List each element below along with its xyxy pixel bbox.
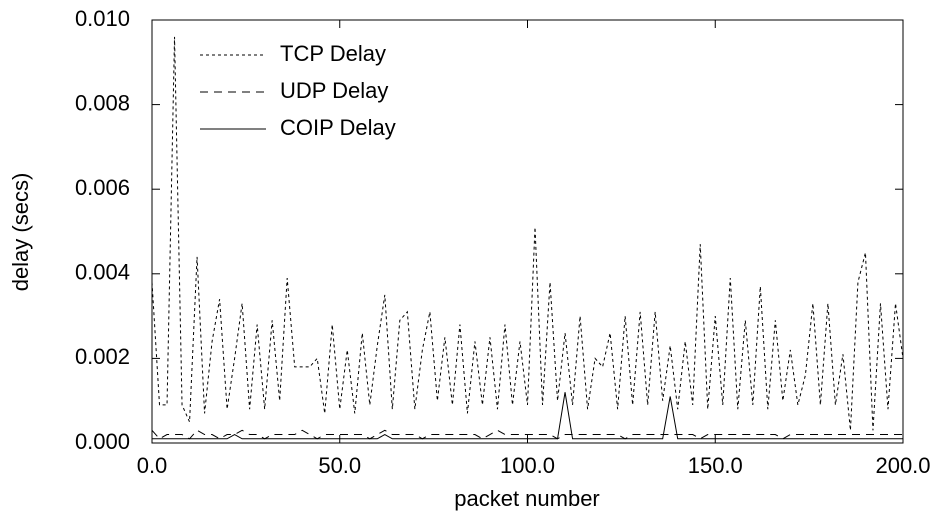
y-tick-label: 0.010 [75,6,130,31]
y-tick-label: 0.008 [75,90,130,115]
x-axis-label: packet number [454,486,600,511]
x-tick-label: 100.0 [500,453,555,478]
x-tick-label: 150.0 [688,453,743,478]
x-tick-label: 50.0 [318,453,361,478]
legend-label: TCP Delay [280,41,386,66]
y-tick-label: 0.002 [75,344,130,369]
x-tick-label: 200.0 [875,453,930,478]
plot-frame [151,19,904,444]
y-tick-label: 0.006 [75,175,130,200]
legend-label: COIP Delay [280,115,396,140]
y-tick-label: 0.000 [75,429,130,454]
y-axis-label: delay (secs) [8,173,33,292]
series-line [152,392,903,440]
series-line [151,429,903,440]
legend-label: UDP Delay [280,78,388,103]
series-line [151,36,904,431]
y-tick-label: 0.004 [75,260,130,285]
x-tick-label: 0.0 [137,453,168,478]
